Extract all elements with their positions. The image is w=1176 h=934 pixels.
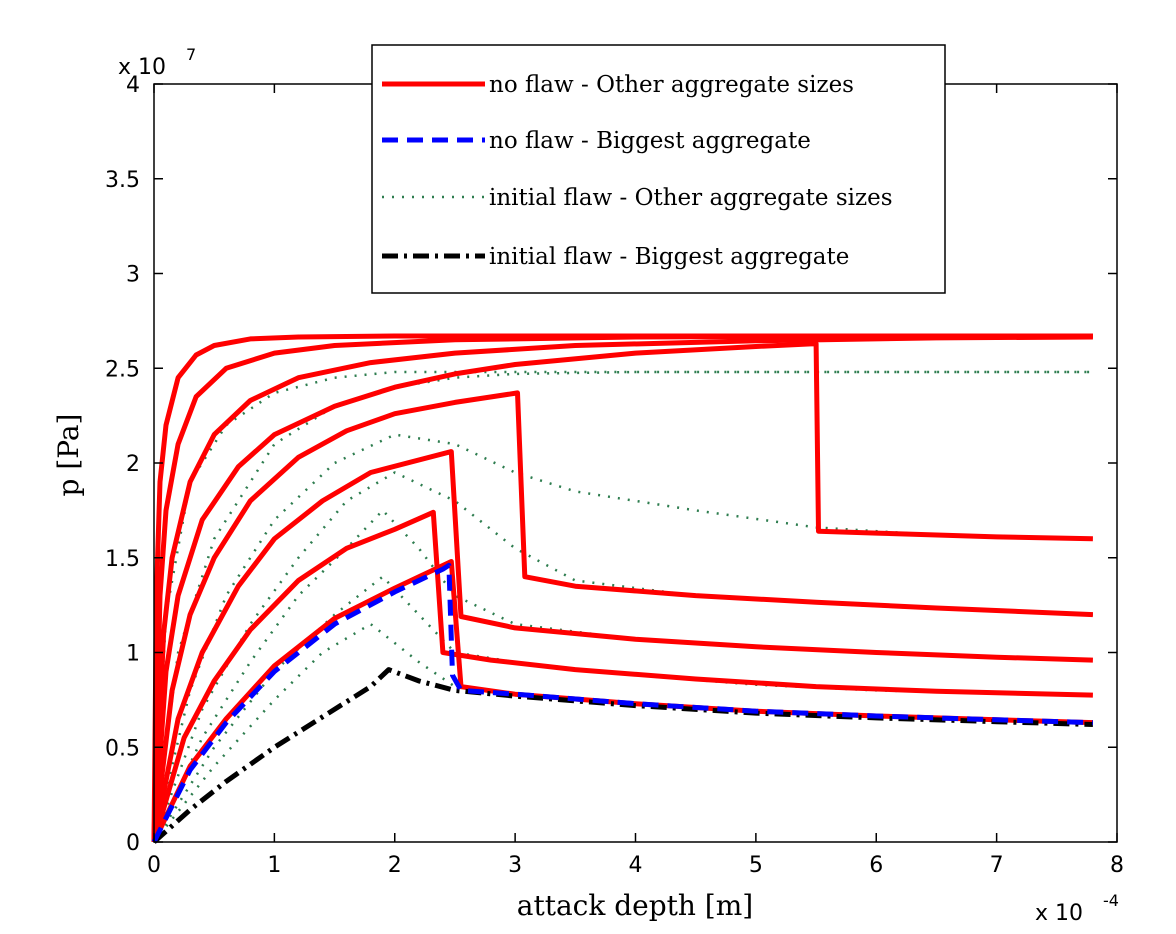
x-tick-label-7: 7: [990, 853, 1004, 878]
y-exponent-label: x 10 7: [118, 45, 196, 80]
y-axis-title: p [Pa]: [52, 414, 85, 497]
series-line-no-flaw-other-6: [151, 449, 1093, 843]
legend-label-no-flaw-other: no flaw - Other aggregate sizes: [489, 72, 854, 98]
x-exponent-base: x 10: [1035, 901, 1083, 926]
y-tick-label-0: 0: [126, 831, 140, 856]
x-tick-label-2: 2: [388, 853, 402, 878]
series-line-no-flaw-other-3: [151, 334, 1093, 843]
series-line-initial-flaw-other-6: [152, 575, 1093, 843]
x-exponent-power: -4: [1103, 891, 1119, 910]
y-tick-label-7: 3.5: [105, 168, 140, 193]
ticks-layer: 0 1 2 3 4 5 6 7 8 0 0.5 1 1.5 2 2.5 3 3.5 4: [105, 73, 1124, 878]
y-tick-label-6: 3: [126, 263, 140, 288]
series-line-no-flaw-other-5: [151, 390, 1094, 843]
series-line-no-flaw-other-1: [151, 333, 1093, 843]
y-tick-label-5: 2.5: [105, 357, 140, 382]
x-tick-label-5: 5: [749, 853, 763, 878]
y-exponent-base: x 10: [118, 55, 166, 80]
series-line-initial-flaw-biggest-1: [152, 667, 1093, 844]
y-exponent-power: 7: [186, 45, 196, 64]
x-tick-label-0: 0: [147, 853, 161, 878]
series-line-no-flaw-biggest-1: [151, 562, 1093, 844]
x-tick-label-6: 6: [869, 853, 883, 878]
x-tick-label-1: 1: [267, 853, 281, 878]
x-tick-label-3: 3: [508, 853, 522, 878]
x-axis-title: attack depth [m]: [517, 889, 753, 922]
x-tick-label-8: 8: [1110, 853, 1124, 878]
y-tick-label-8: 4: [126, 73, 140, 98]
y-tick-label-4: 2: [126, 452, 140, 477]
legend-label-initial-flaw-other: initial flaw - Other aggregate sizes: [489, 185, 893, 211]
series-line-no-flaw-other-4: [151, 341, 1093, 843]
series-line-no-flaw-other-7: [151, 509, 1093, 843]
series-line-initial-flaw-other-1: [152, 370, 1093, 843]
series-line-initial-flaw-other-5: [152, 509, 1093, 843]
legend-label-initial-flaw-biggest: initial flaw - Biggest aggregate: [489, 244, 849, 270]
legend-label-no-flaw-biggest: no flaw - Biggest aggregate: [489, 128, 811, 154]
series-layer: [151, 333, 1094, 844]
x-tick-label-4: 4: [629, 853, 643, 878]
legend: no flaw - Other aggregate sizes no flaw …: [371, 44, 946, 294]
series-line-no-flaw-other-2: [151, 333, 1093, 843]
series-line-initial-flaw-other-2: [152, 370, 1093, 843]
y-tick-label-1: 0.5: [105, 736, 140, 761]
y-tick-label-2: 1: [126, 642, 140, 667]
x-exponent-label: x 10 -4: [1035, 891, 1119, 926]
y-tick-label-3: 1.5: [105, 547, 140, 572]
